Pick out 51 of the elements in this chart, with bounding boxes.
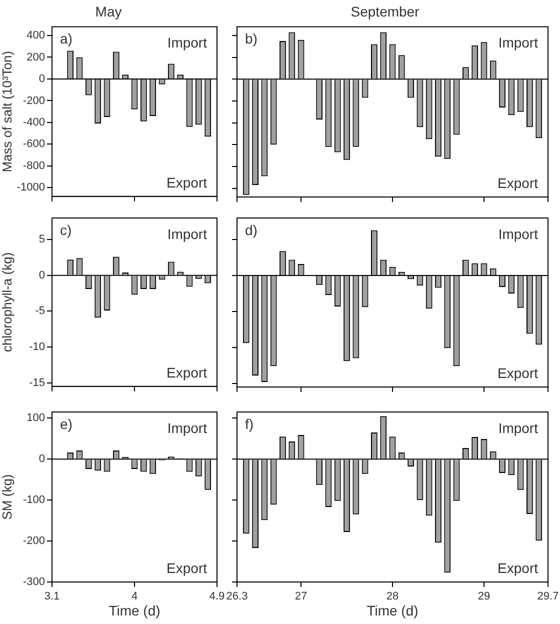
y-tick-label: -400 <box>22 116 45 129</box>
annotation: Export <box>166 364 208 380</box>
annotation: c) <box>60 222 72 238</box>
annotation: f) <box>245 416 254 432</box>
y-tick-label: 400 <box>26 30 45 42</box>
annotation: Import <box>167 226 208 242</box>
annotation: Export <box>166 174 208 190</box>
annotation: Export <box>498 560 538 576</box>
x-tick-label: 26.3 <box>226 590 248 603</box>
y-tick-label: 200 <box>26 51 45 64</box>
annotation: Export <box>166 560 208 576</box>
y-tick-label: 100 <box>26 412 45 424</box>
y-axis-title: SM (kg) <box>0 474 14 520</box>
annotation: Import <box>167 34 208 51</box>
y-tick-label: -800 <box>22 160 45 172</box>
y-tick-label: -5 <box>35 305 45 318</box>
annotation: Import <box>498 34 538 51</box>
y-tick-label: -15 <box>29 376 45 389</box>
x-axis-title: Time (d) <box>366 602 418 618</box>
y-axis-title: chlorophyll-a (kg) <box>0 252 14 352</box>
y-tick-label: 5 <box>38 234 45 246</box>
annotation: Import <box>498 226 538 242</box>
annotation: a) <box>60 30 72 47</box>
y-tick-label: -1000 <box>16 182 45 194</box>
chart-title: May <box>95 3 122 20</box>
y-tick-label: -200 <box>22 535 45 548</box>
x-tick-label: 29 <box>478 590 490 603</box>
annotation: d) <box>245 222 258 238</box>
annotation: Export <box>498 364 538 381</box>
x-tick-label: 29.7 <box>537 590 559 603</box>
chart-title: September <box>350 3 420 20</box>
x-tick-label: 4 <box>131 590 138 603</box>
x-tick-label: 28 <box>386 590 399 603</box>
annotation: b) <box>245 30 258 47</box>
annotation: Import <box>167 420 208 436</box>
y-tick-label: -300 <box>22 576 45 588</box>
annotation: Export <box>498 174 538 191</box>
x-tick-label: 3.1 <box>44 590 60 603</box>
y-tick-label: 0 <box>38 73 45 86</box>
x-tick-label: 4.9 <box>209 590 225 603</box>
y-tick-label: -100 <box>22 494 45 506</box>
y-tick-label: 0 <box>38 453 45 466</box>
x-axis-title: Time (d) <box>108 602 160 618</box>
annotation: Import <box>498 420 538 436</box>
y-axis-title: Mass of salt (10³Ton) <box>0 50 14 172</box>
y-tick-label: -600 <box>22 138 45 150</box>
y-tick-label: 0 <box>38 269 45 282</box>
y-tick-label: -200 <box>22 94 45 107</box>
y-tick-label: -10 <box>29 341 45 354</box>
annotation: e) <box>60 416 72 432</box>
x-tick-label: 27 <box>294 590 308 603</box>
